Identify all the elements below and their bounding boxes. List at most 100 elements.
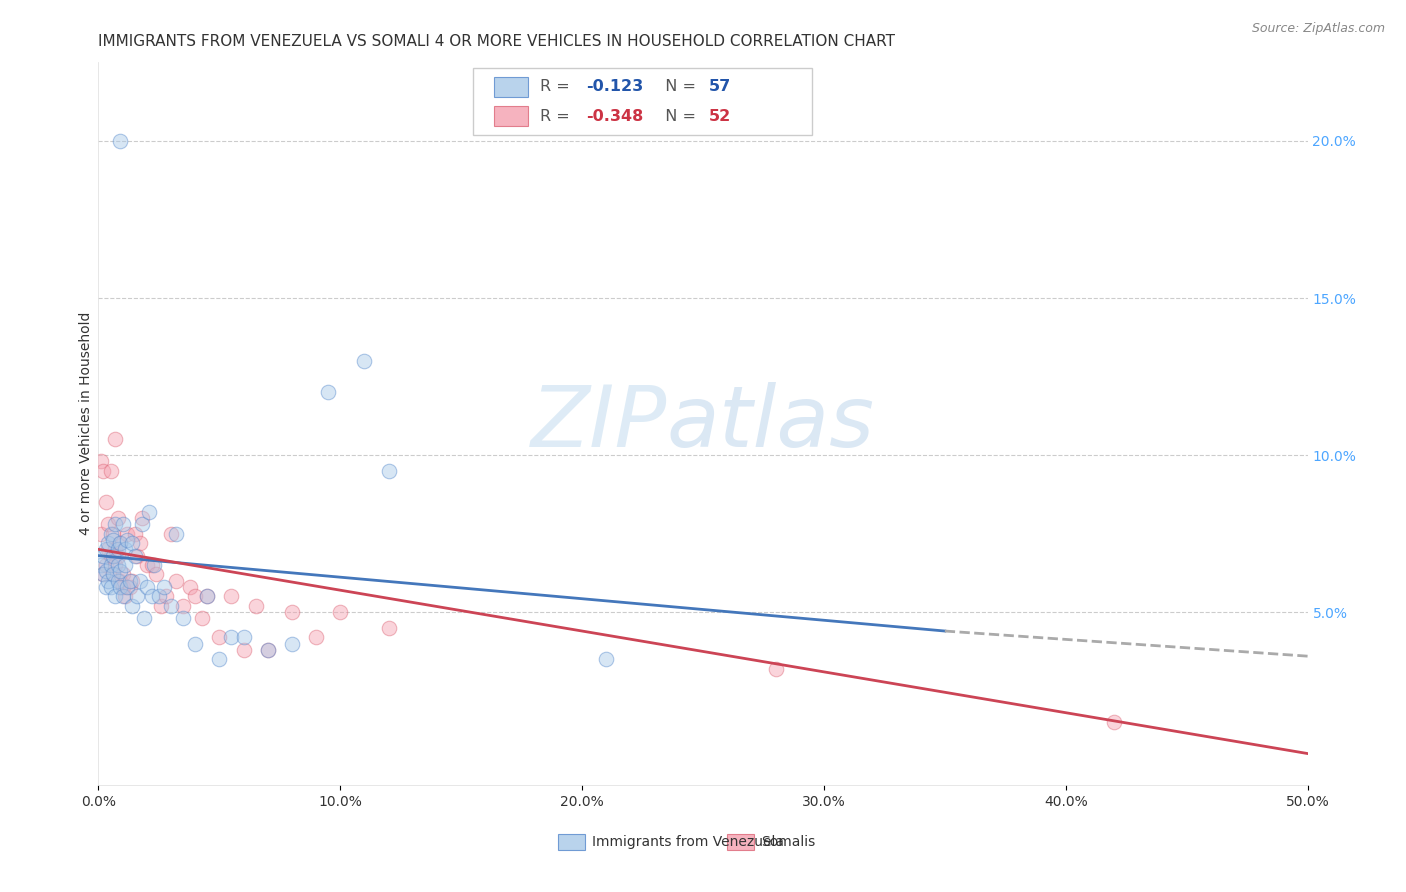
Point <box>117 580 139 594</box>
Point <box>221 590 243 604</box>
Point <box>108 565 131 579</box>
Text: 57: 57 <box>709 79 731 95</box>
Point <box>208 630 231 644</box>
Point <box>128 574 150 588</box>
Point <box>127 549 149 563</box>
Point <box>104 590 127 604</box>
Point <box>100 549 122 563</box>
Point <box>377 621 399 635</box>
Point <box>101 567 124 582</box>
Point <box>256 643 278 657</box>
Point <box>179 580 201 594</box>
Point <box>94 580 117 594</box>
Point <box>353 354 375 368</box>
Text: IMMIGRANTS FROM VENEZUELA VS SOMALI 4 OR MORE VEHICLES IN HOUSEHOLD CORRELATION : IMMIGRANTS FROM VENEZUELA VS SOMALI 4 OR… <box>98 34 896 49</box>
Text: R =: R = <box>540 79 575 95</box>
Text: Somalis: Somalis <box>761 835 815 849</box>
Point <box>195 590 218 604</box>
Point <box>118 580 141 594</box>
Point <box>191 611 214 625</box>
Point <box>232 643 254 657</box>
Point <box>281 605 304 619</box>
Point <box>91 567 114 582</box>
Point <box>108 536 131 550</box>
Point <box>135 558 157 572</box>
Point <box>121 536 143 550</box>
Text: Source: ZipAtlas.com: Source: ZipAtlas.com <box>1251 22 1385 36</box>
Point <box>114 542 136 557</box>
Point <box>134 611 156 625</box>
Point <box>127 590 149 604</box>
Point <box>118 574 141 588</box>
Point <box>145 567 167 582</box>
Point <box>107 511 129 525</box>
Point <box>111 567 134 582</box>
Point <box>117 533 139 547</box>
FancyBboxPatch shape <box>494 106 527 127</box>
Point <box>172 599 194 613</box>
Point <box>104 558 127 572</box>
FancyBboxPatch shape <box>474 68 811 135</box>
Point <box>245 599 267 613</box>
Point <box>90 454 112 468</box>
Point <box>128 536 150 550</box>
Point <box>141 558 163 572</box>
Point <box>94 558 117 572</box>
FancyBboxPatch shape <box>727 834 754 850</box>
Point <box>114 558 136 572</box>
Point <box>138 505 160 519</box>
Point <box>108 580 131 594</box>
Y-axis label: 4 or more Vehicles in Household: 4 or more Vehicles in Household <box>79 312 93 535</box>
Point <box>165 526 187 541</box>
Point <box>172 611 194 625</box>
Text: N =: N = <box>655 79 700 95</box>
Point <box>135 580 157 594</box>
Point <box>316 385 339 400</box>
Point <box>100 558 122 572</box>
Point <box>221 630 243 644</box>
Point <box>195 590 218 604</box>
Point <box>104 542 127 557</box>
Point <box>1102 715 1125 730</box>
Text: ZIP: ZIP <box>530 382 666 466</box>
Point <box>101 567 124 582</box>
Point <box>94 542 117 557</box>
Point <box>121 599 143 613</box>
FancyBboxPatch shape <box>494 77 527 96</box>
Point <box>160 599 183 613</box>
Point <box>108 536 131 550</box>
Point <box>150 599 173 613</box>
Point <box>184 637 207 651</box>
Point <box>155 590 177 604</box>
Point <box>101 533 124 547</box>
Point <box>108 134 131 148</box>
Point <box>97 517 120 532</box>
Point <box>232 630 254 644</box>
Point <box>111 517 134 532</box>
Text: 52: 52 <box>709 109 731 124</box>
Point <box>208 652 231 666</box>
Point <box>184 590 207 604</box>
FancyBboxPatch shape <box>558 834 585 850</box>
Point <box>121 574 143 588</box>
Text: Immigrants from Venezuela: Immigrants from Venezuela <box>592 835 783 849</box>
Text: R =: R = <box>540 109 575 124</box>
Point <box>97 536 120 550</box>
Point <box>91 464 114 478</box>
Point <box>107 549 129 563</box>
Point <box>104 433 127 447</box>
Point <box>90 526 112 541</box>
Point <box>281 637 304 651</box>
Point <box>141 590 163 604</box>
Point <box>256 643 278 657</box>
Point <box>111 580 134 594</box>
Point <box>143 558 166 572</box>
Point <box>148 590 170 604</box>
Point <box>90 558 112 572</box>
Point <box>108 574 131 588</box>
Point <box>329 605 352 619</box>
Point <box>165 574 187 588</box>
Point <box>94 565 117 579</box>
Point <box>107 558 129 572</box>
Point <box>114 590 136 604</box>
